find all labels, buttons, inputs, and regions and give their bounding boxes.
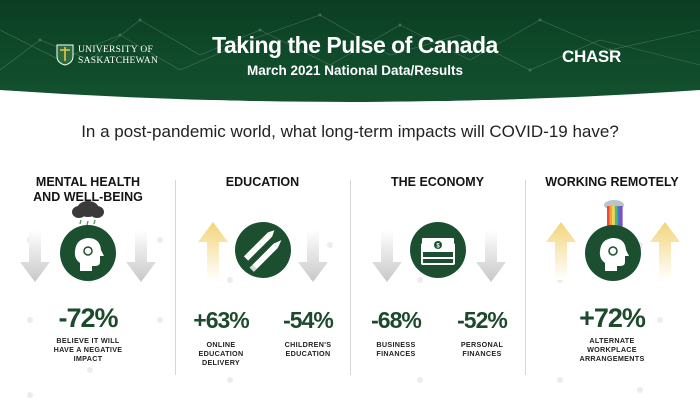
money-stack-icon: $ [410,222,466,278]
header-background-pattern [0,13,700,72]
down-arrow-icon [476,230,506,282]
down-arrow-icon [126,230,156,282]
section-title: EDUCATION [225,175,300,189]
stat-value: +63% [193,307,249,333]
rainbow-icon [604,200,624,232]
svg-text:$: $ [436,244,440,250]
down-arrow-icon [372,230,402,282]
logo-line-1: UNIVERSITY OF [78,45,154,55]
header-banner: UNIVERSITY OF SASKATCHEWAN Taking the Pu… [0,0,700,100]
stat-caption: ONLINE EDUCATION DELIVERY [198,340,244,367]
chasr-logo: CHASR [562,47,621,66]
section-divider [350,180,351,375]
up-arrow-icon [546,222,576,280]
survey-question: In a post-pandemic world, what long-term… [81,122,619,141]
stat-caption: CHILDREN'S EDUCATION [284,340,332,358]
up-arrow-icon [650,222,680,280]
university-logo: UNIVERSITY OF SASKATCHEWAN [56,44,176,70]
stat-value: -72% [58,303,118,333]
stat-value: -52% [457,307,508,333]
stat-value: -54% [283,307,334,333]
stat-value: +72% [579,303,646,333]
head-with-rainbow-icon [585,225,641,281]
section-title: MENTAL HEALTH AND WELL-BEING [33,175,143,204]
stat-caption: BUSINESS FINANCES [376,340,416,358]
head-with-raincloud-icon [60,225,116,281]
page-subtitle: March 2021 National Data/Results [246,63,464,78]
down-arrow-icon [20,230,50,282]
section-title: WORKING REMOTELY [545,175,679,189]
section-title: THE ECONOMY [390,175,485,189]
header-curve [0,84,700,108]
stat-caption: BELIEVE IT WILL HAVE A NEGATIVE IMPACT [53,336,123,363]
up-arrow-icon [198,222,228,280]
stat-value: -68% [371,307,422,333]
section-divider [525,180,526,375]
page-title: Taking the Pulse of Canada [212,32,498,58]
pen-and-pencil-icon [235,222,291,278]
raincloud-icon [72,201,104,231]
background-pattern [27,237,663,398]
university-shield-icon [56,44,74,66]
logo-line-2: SASKATCHEWAN [78,56,159,66]
down-arrow-icon [298,230,328,282]
stat-caption: PERSONAL FINANCES [460,340,504,358]
section-divider [175,180,176,375]
stat-caption: ALTERNATE WORKPLACE ARRANGEMENTS [579,336,645,363]
